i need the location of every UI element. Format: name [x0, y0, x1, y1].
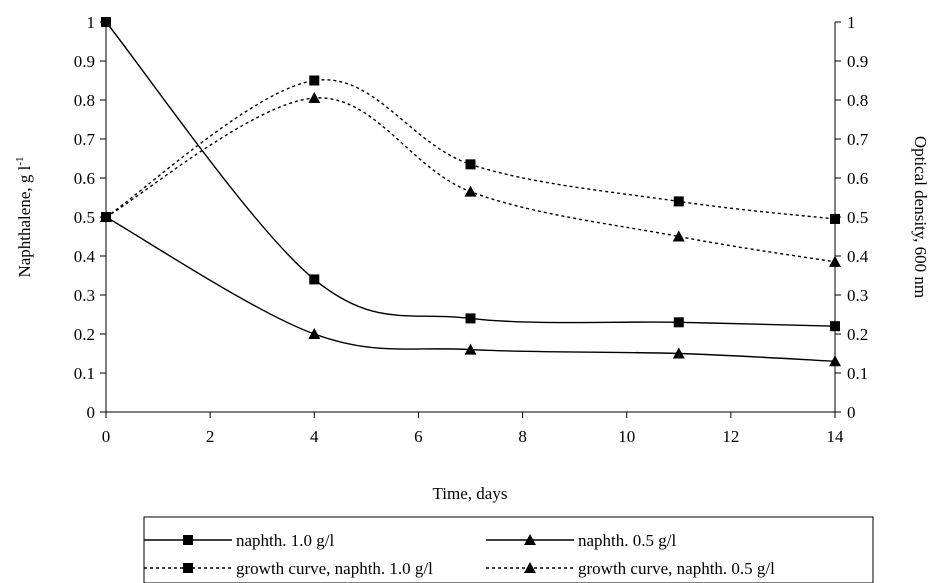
- legend: naphth. 1.0 g/l naphth. 0.5 g/l growth cur…: [143, 516, 874, 583]
- data-point-series-3: [830, 213, 840, 224]
- x-tick-label: 0: [102, 427, 111, 446]
- data-point-series-4: [100, 211, 112, 222]
- legend-marker-4: [524, 562, 536, 573]
- left-y-axis-label-text: Naphthalene, g l: [15, 165, 34, 277]
- y-tick-label: 0.2: [74, 325, 95, 344]
- y-tick-label: 1: [87, 13, 96, 32]
- data-point-series-2: [464, 343, 477, 355]
- data-point-series-2: [308, 328, 321, 339]
- data-point-series-4: [829, 255, 841, 267]
- legend-box: [143, 516, 874, 583]
- legend-label-2: naphth. 0.5 g/l: [578, 531, 676, 550]
- series-line-4: [105, 97, 836, 263]
- y2-tick-label: 0.9: [847, 52, 868, 71]
- y-tick-label: 0.8: [74, 91, 95, 110]
- right-y-axis-label: Optical density, 600 nm: [911, 136, 930, 298]
- data-point-series-4: [308, 92, 321, 104]
- x-tick-label: 4: [310, 427, 319, 446]
- y2-tick-label: 0.3: [847, 286, 868, 305]
- data-point-series-2: [829, 355, 841, 367]
- legend-label-3: growth curve, naphth. 1.0 g/l: [236, 559, 433, 578]
- legend-label-1: naphth. 1.0 g/l: [236, 531, 334, 550]
- series-markers: [100, 17, 841, 367]
- series-line-3: [105, 79, 836, 220]
- y-tick-label: 0.1: [74, 364, 95, 383]
- ticks: 0 2 4 6 8 10 12 1400.10.20.30.40.50.60.70.80.91…: [74, 13, 869, 446]
- x-tick-label: 8: [518, 427, 527, 446]
- data-point-series-1: [309, 274, 320, 285]
- y2-tick-label: 1: [847, 13, 856, 32]
- data-point-series-2: [672, 347, 685, 359]
- data-point-series-3: [465, 159, 476, 170]
- y-tick-label: 0.3: [74, 286, 95, 305]
- x-tick-label: 6: [414, 427, 423, 446]
- y2-tick-label: 0.4: [847, 247, 869, 266]
- y-tick-label: 0.4: [74, 247, 96, 266]
- y-tick-label: 0: [87, 403, 96, 422]
- y-tick-label: 0.9: [74, 52, 95, 71]
- data-point-series-1: [830, 321, 840, 332]
- y-tick-label: 0.6: [74, 169, 95, 188]
- x-axis-label: Time, days: [433, 484, 508, 503]
- legend-marker-1: [183, 535, 193, 545]
- data-point-series-4: [464, 185, 477, 197]
- legend-marker-2: [524, 534, 536, 545]
- data-point-series-4: [672, 230, 685, 242]
- x-tick-label: 10: [618, 427, 635, 446]
- legend-marker-3: [183, 563, 193, 573]
- x-tick-label: 12: [722, 427, 739, 446]
- data-point-series-1: [101, 17, 111, 27]
- series-line-2: [105, 216, 836, 362]
- y-tick-label: 0.7: [74, 130, 96, 149]
- left-y-axis-label: Naphthalene, g l-1: [14, 156, 34, 277]
- data-point-series-1: [465, 313, 476, 324]
- data-point-series-1: [673, 317, 684, 328]
- data-point-series-3: [673, 196, 684, 207]
- y2-tick-label: 0.5: [847, 208, 868, 227]
- y2-tick-label: 0.6: [847, 169, 868, 188]
- x-tick-label: 2: [206, 427, 215, 446]
- y-tick-label: 0.5: [74, 208, 95, 227]
- left-y-axis-label-superscript: -1: [14, 156, 26, 165]
- y2-tick-label: 0: [847, 403, 856, 422]
- x-tick-label: 14: [827, 427, 845, 446]
- y2-tick-label: 0.1: [847, 364, 868, 383]
- series-line-1: [105, 21, 836, 327]
- legend-label-4: growth curve, naphth. 0.5 g/l: [578, 559, 775, 578]
- y2-tick-label: 0.2: [847, 325, 868, 344]
- y2-tick-label: 0.7: [847, 130, 869, 149]
- y2-tick-label: 0.8: [847, 91, 868, 110]
- data-point-series-3: [309, 75, 320, 86]
